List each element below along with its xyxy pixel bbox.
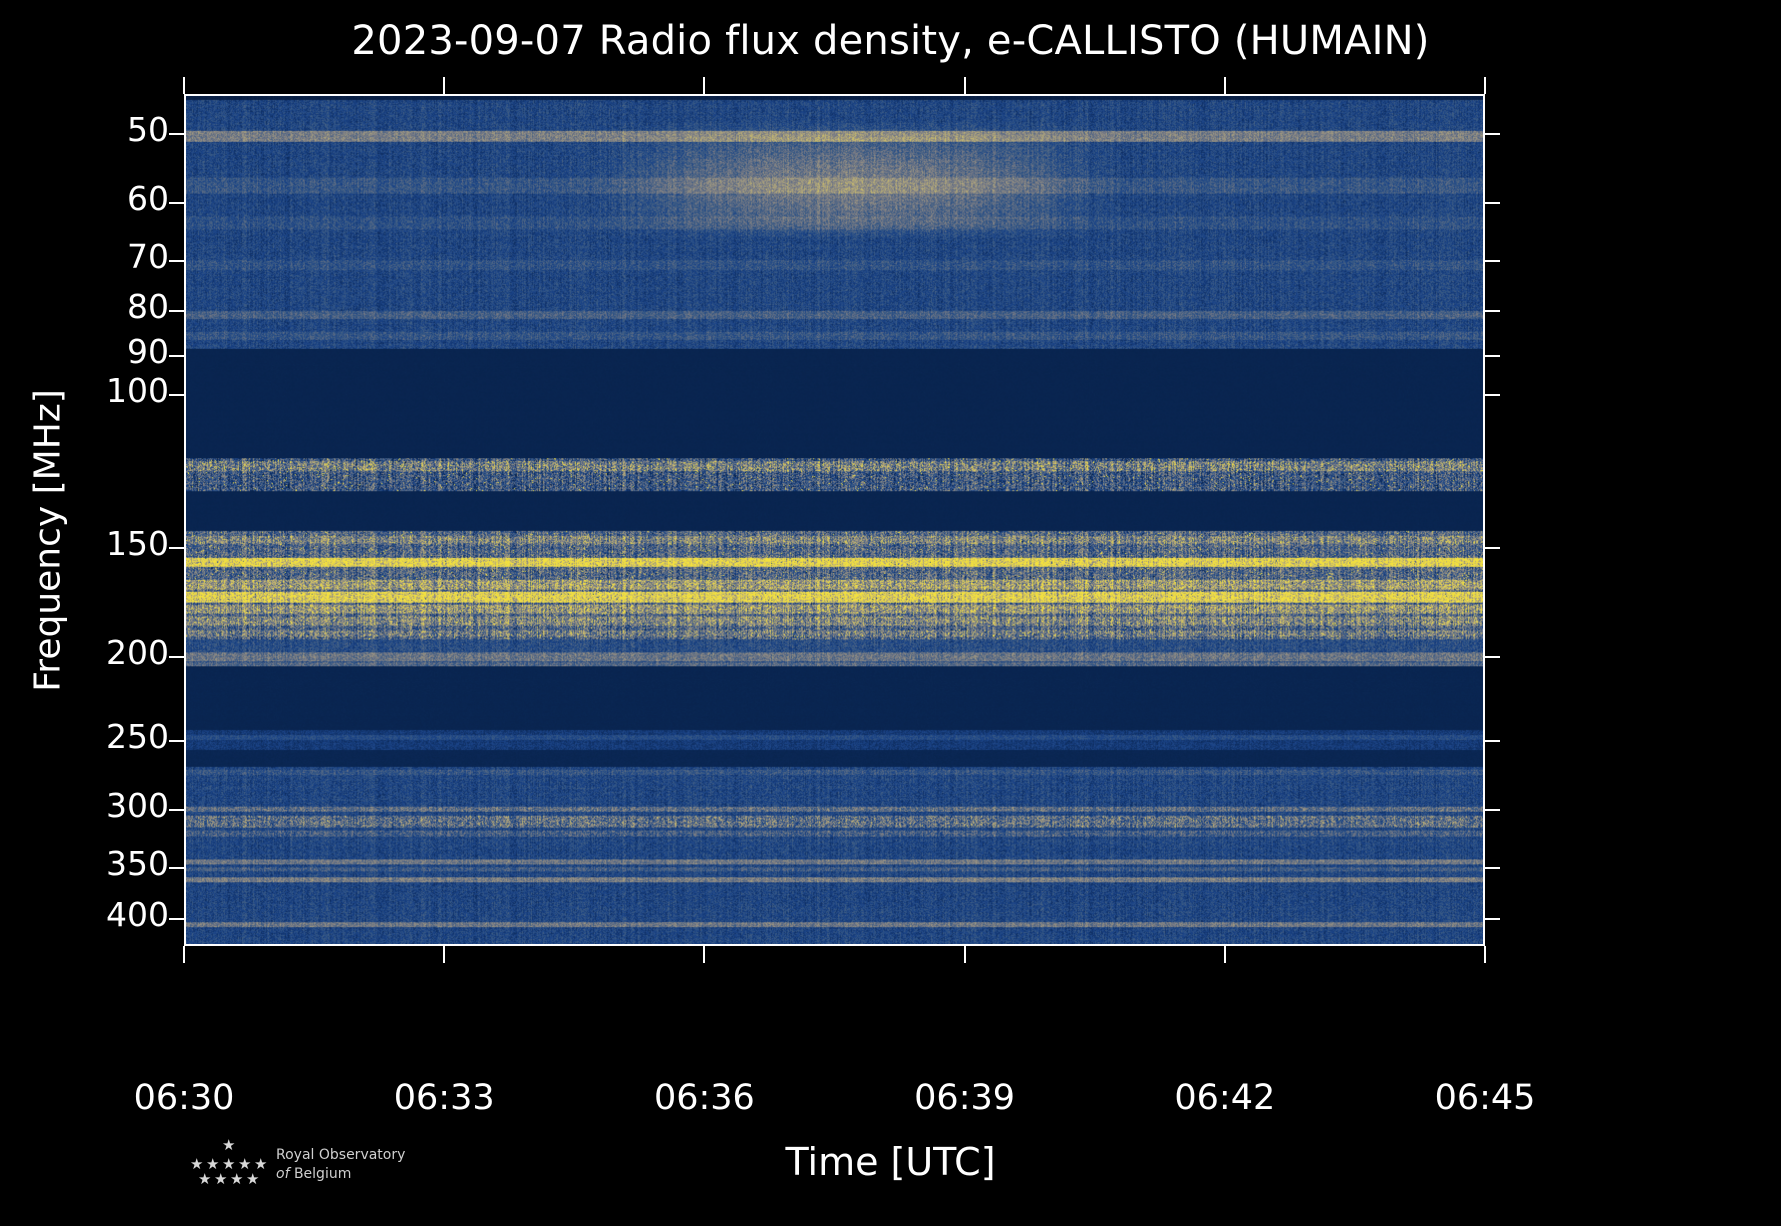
y-tick-350 bbox=[169, 867, 186, 870]
y-tick-label-400: 400 bbox=[106, 894, 169, 934]
x-tick-06:45 bbox=[1484, 946, 1486, 963]
star-icon-1-1: ★ bbox=[206, 1155, 220, 1173]
x-tick-label-06:39: 06:39 bbox=[914, 1078, 1016, 1118]
x-tick-label-06:36: 06:36 bbox=[653, 1078, 755, 1118]
x-axis-title: Time [UTC] bbox=[785, 1140, 996, 1184]
y-tick-right-200 bbox=[1483, 656, 1500, 659]
y-tick-right-60 bbox=[1483, 201, 1500, 204]
y-tick-200 bbox=[169, 656, 186, 659]
spectrogram-image bbox=[186, 96, 1483, 944]
y-tick-70 bbox=[169, 259, 186, 262]
y-tick-right-300 bbox=[1483, 809, 1500, 812]
y-tick-label-100: 100 bbox=[106, 371, 169, 411]
y-tick-right-70 bbox=[1483, 259, 1500, 262]
star-icon-2-0: ★ bbox=[198, 1170, 212, 1188]
y-tick-right-100 bbox=[1483, 394, 1500, 397]
y-tick-label-350: 350 bbox=[106, 844, 169, 884]
x-tick-06:33 bbox=[443, 946, 446, 963]
logo-text: Royal Observatory of Belgium bbox=[276, 1146, 405, 1184]
x-tick-label-06:42: 06:42 bbox=[1174, 1078, 1276, 1118]
y-tick-right-350 bbox=[1483, 867, 1500, 870]
y-tick-right-150 bbox=[1483, 547, 1500, 550]
royal-observatory-logo: ★ ★ ★ ★ ★ ★ ★ ★ ★ ★ Royal Observatory of Belgium bbox=[182, 1138, 405, 1192]
y-tick-80 bbox=[169, 310, 186, 313]
x-tick-06:30 bbox=[183, 946, 185, 963]
y-tick-150 bbox=[169, 547, 186, 550]
x-tick-top-06:42 bbox=[1223, 77, 1226, 94]
y-tick-label-250: 250 bbox=[106, 717, 169, 757]
y-tick-60 bbox=[169, 201, 186, 204]
x-tick-top-06:33 bbox=[443, 77, 446, 94]
x-tick-top-06:45 bbox=[1484, 77, 1486, 94]
y-tick-right-400 bbox=[1483, 917, 1500, 920]
logo-belgium: Belgium bbox=[293, 1166, 352, 1182]
y-tick-right-80 bbox=[1483, 310, 1500, 313]
logo-line-1: Royal Observatory bbox=[276, 1147, 406, 1164]
x-tick-top-06:30 bbox=[183, 77, 185, 94]
y-tick-label-90: 90 bbox=[127, 331, 169, 371]
star-icon-0-0: ★ bbox=[222, 1136, 236, 1154]
x-tick-label-06:30: 06:30 bbox=[133, 1078, 235, 1118]
eu-stars-icon: ★ ★ ★ ★ ★ ★ ★ ★ ★ ★ bbox=[182, 1136, 267, 1192]
spectrogram-plot-area bbox=[184, 94, 1485, 946]
y-tick-400 bbox=[169, 917, 186, 920]
x-tick-label-06:33: 06:33 bbox=[393, 1078, 495, 1118]
y-axis-title: Frequency [MHz] bbox=[27, 389, 69, 692]
y-tick-label-50: 50 bbox=[127, 109, 169, 149]
logo-line-2: of Belgium bbox=[276, 1165, 405, 1184]
y-tick-label-300: 300 bbox=[106, 786, 169, 826]
x-tick-06:42 bbox=[1223, 946, 1226, 963]
y-tick-50 bbox=[169, 132, 186, 135]
y-tick-250 bbox=[169, 740, 186, 743]
x-tick-label-06:45: 06:45 bbox=[1434, 1078, 1536, 1118]
x-tick-06:39 bbox=[963, 946, 966, 963]
star-icon-1-3: ★ bbox=[238, 1155, 252, 1173]
star-icon-1-0: ★ bbox=[190, 1155, 204, 1173]
star-icon-2-1: ★ bbox=[214, 1170, 228, 1188]
y-tick-right-250 bbox=[1483, 740, 1500, 743]
y-tick-label-200: 200 bbox=[106, 633, 169, 673]
y-tick-100 bbox=[169, 394, 186, 397]
star-icon-2-3: ★ bbox=[246, 1170, 260, 1188]
star-icon-1-2: ★ bbox=[222, 1155, 236, 1173]
y-tick-label-80: 80 bbox=[127, 287, 169, 327]
logo-of: of bbox=[276, 1166, 290, 1182]
x-tick-top-06:39 bbox=[963, 77, 966, 94]
page-title: 2023-09-07 Radio flux density, e-CALLIST… bbox=[351, 18, 1430, 64]
y-tick-right-90 bbox=[1483, 354, 1500, 357]
x-tick-top-06:36 bbox=[703, 77, 706, 94]
star-icon-1-4: ★ bbox=[254, 1155, 268, 1173]
y-tick-label-150: 150 bbox=[106, 524, 169, 564]
y-tick-label-60: 60 bbox=[127, 178, 169, 218]
x-tick-06:36 bbox=[703, 946, 706, 963]
y-tick-right-50 bbox=[1483, 132, 1500, 135]
y-tick-90 bbox=[169, 354, 186, 357]
star-icon-2-2: ★ bbox=[230, 1170, 244, 1188]
y-tick-300 bbox=[169, 809, 186, 812]
y-tick-label-70: 70 bbox=[127, 236, 169, 276]
